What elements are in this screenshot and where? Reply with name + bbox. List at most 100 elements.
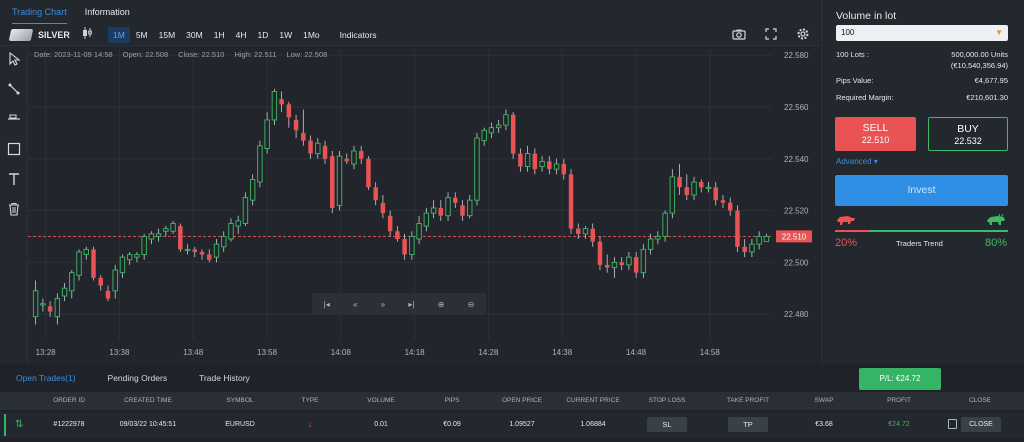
invest-button[interactable]: Invest	[835, 175, 1008, 206]
sell-button[interactable]: SELL 22.510	[835, 117, 916, 151]
candle-body	[713, 187, 718, 201]
buy-label: BUY	[957, 123, 979, 135]
cell-symbol: EURUSD	[225, 421, 255, 428]
candle-body	[510, 114, 516, 154]
candle-body	[141, 235, 147, 256]
candle-body	[83, 248, 89, 256]
timeframe-4h[interactable]: 4H	[235, 29, 247, 40]
candle-body	[112, 269, 118, 292]
trendline-icon[interactable]	[7, 82, 21, 96]
candle-body	[430, 207, 437, 214]
trash-icon[interactable]	[7, 202, 21, 216]
stop-loss-button[interactable]: SL	[647, 417, 687, 432]
candle-body	[438, 207, 444, 216]
text-icon[interactable]	[7, 172, 21, 186]
lots-eur: (€10,540,356.94)	[950, 61, 1008, 70]
volume-value: 100	[841, 28, 855, 37]
ohlc-info-bar: Date: 2023-11-09 14:58 Open: 22.508 Clos…	[34, 50, 327, 59]
scroll-right-button[interactable]: »	[380, 299, 386, 309]
symbol-selector[interactable]: SILVER	[0, 27, 108, 42]
candle-body	[524, 153, 531, 167]
candle-body	[409, 235, 415, 256]
indicators-button[interactable]: Indicators	[339, 29, 377, 40]
col-swap: SWAP	[814, 397, 834, 404]
candlestick-icon[interactable]	[82, 27, 92, 42]
timeframe-1h[interactable]: 1H	[213, 29, 225, 40]
y-tick-label: 22.560	[784, 103, 809, 112]
tab-information[interactable]: Information	[84, 7, 130, 17]
y-tick-label: 22.480	[784, 310, 809, 319]
price-chart[interactable]: 22.580 22.560 22.540 22.520 22.500 22.480 13:2…	[28, 46, 820, 364]
trades-tabs: Open Trades(1) Pending Orders Trade Hist…	[0, 364, 1024, 392]
advanced-toggle[interactable]: Advanced ▾	[836, 157, 878, 166]
table-row[interactable]: ⇅ #1222978 09/03/22 10:45:51 EURUSD ↓ 0.…	[0, 412, 1024, 438]
lots-units: 500,000.00 Units	[951, 50, 1008, 59]
cursor-icon[interactable]	[7, 51, 21, 66]
tab-open-trades[interactable]: Open Trades(1)	[16, 373, 76, 383]
tab-pending-orders[interactable]: Pending Orders	[107, 373, 168, 383]
timeframe-15m[interactable]: 15M	[158, 29, 176, 40]
x-tick-label: 13:48	[183, 348, 204, 357]
bear-icon	[836, 213, 856, 231]
chart-canvas[interactable]: 22.580 22.560 22.540 22.520 22.500 22.480 13:2…	[28, 46, 820, 364]
bull-percent: 80%	[984, 237, 1007, 249]
timeframe-1mo[interactable]: 1Mo	[303, 29, 320, 40]
candle-body	[279, 99, 284, 105]
candle-body	[626, 256, 632, 266]
candle-body	[495, 124, 502, 129]
candle-body	[148, 233, 155, 240]
buy-button[interactable]: BUY 22.532	[928, 117, 1008, 151]
copy-icon[interactable]	[948, 419, 957, 429]
cell-swap: €3.68	[815, 421, 833, 428]
candle-body	[221, 235, 227, 248]
scroll-left-button[interactable]: «	[352, 299, 358, 309]
candle-body	[684, 187, 690, 195]
camera-icon[interactable]	[732, 27, 746, 41]
tab-trade-history[interactable]: Trade History	[199, 373, 250, 383]
ohlc-close: Close: 22.510	[178, 50, 225, 59]
timeframe-1w[interactable]: 1W	[279, 29, 293, 40]
go-end-button[interactable]: ▸|	[408, 299, 415, 309]
x-tick-label: 13:38	[109, 348, 130, 357]
col-created-time: CREATED TIME	[124, 397, 172, 404]
candle-body	[503, 114, 509, 126]
x-tick-label: 14:28	[478, 348, 499, 357]
zoom-in-button[interactable]: ⊕	[437, 299, 445, 309]
candle-body	[184, 248, 191, 252]
candle-body	[699, 182, 704, 188]
volume-select[interactable]: 100 ▼	[836, 25, 1008, 41]
candle-body	[395, 231, 400, 240]
ohlc-open: Open: 22.508	[122, 50, 169, 59]
horizontal-line-icon[interactable]	[7, 112, 21, 126]
timeframe-5m[interactable]: 5M	[135, 29, 148, 40]
toolbar-icons	[732, 27, 810, 41]
candle-body	[481, 129, 487, 142]
timeframe-1m[interactable]: 1M	[108, 26, 130, 43]
chart-navigation: |◂ « » ▸| ⊕ ⊖	[312, 293, 486, 315]
rectangle-icon[interactable]	[7, 142, 21, 156]
y-tick-label: 22.580	[784, 51, 809, 60]
go-start-button[interactable]: |◂	[323, 299, 330, 309]
candle-body	[619, 262, 624, 265]
timeframe-1d[interactable]: 1D	[257, 29, 269, 40]
candle-body	[351, 150, 357, 165]
candle-body	[47, 306, 53, 312]
zoom-out-button[interactable]: ⊖	[467, 299, 475, 309]
settings-icon[interactable]	[796, 27, 810, 41]
candle-body	[742, 246, 747, 252]
candle-body	[590, 228, 595, 242]
tab-trading-chart[interactable]: Trading Chart	[12, 0, 67, 24]
candle-body	[488, 127, 495, 134]
cell-open-price: 1.09527	[509, 421, 535, 428]
candle-body	[604, 264, 610, 268]
candle-body	[647, 238, 654, 250]
col-pips: PIPS	[444, 397, 460, 404]
order-panel: Volume in lot 100 ▼ 100 Lots : 500,000.0…	[821, 0, 1024, 364]
close-trade-button[interactable]: CLOSE	[961, 417, 1001, 432]
timeframe-30m[interactable]: 30M	[186, 29, 203, 40]
x-tick-label: 14:08	[331, 348, 352, 357]
col-take-profit: TAKE PROFIT	[726, 397, 770, 404]
swap-arrows-icon: ⇅	[15, 419, 24, 430]
fullscreen-icon[interactable]	[764, 27, 778, 41]
take-profit-button[interactable]: TP	[728, 417, 768, 432]
